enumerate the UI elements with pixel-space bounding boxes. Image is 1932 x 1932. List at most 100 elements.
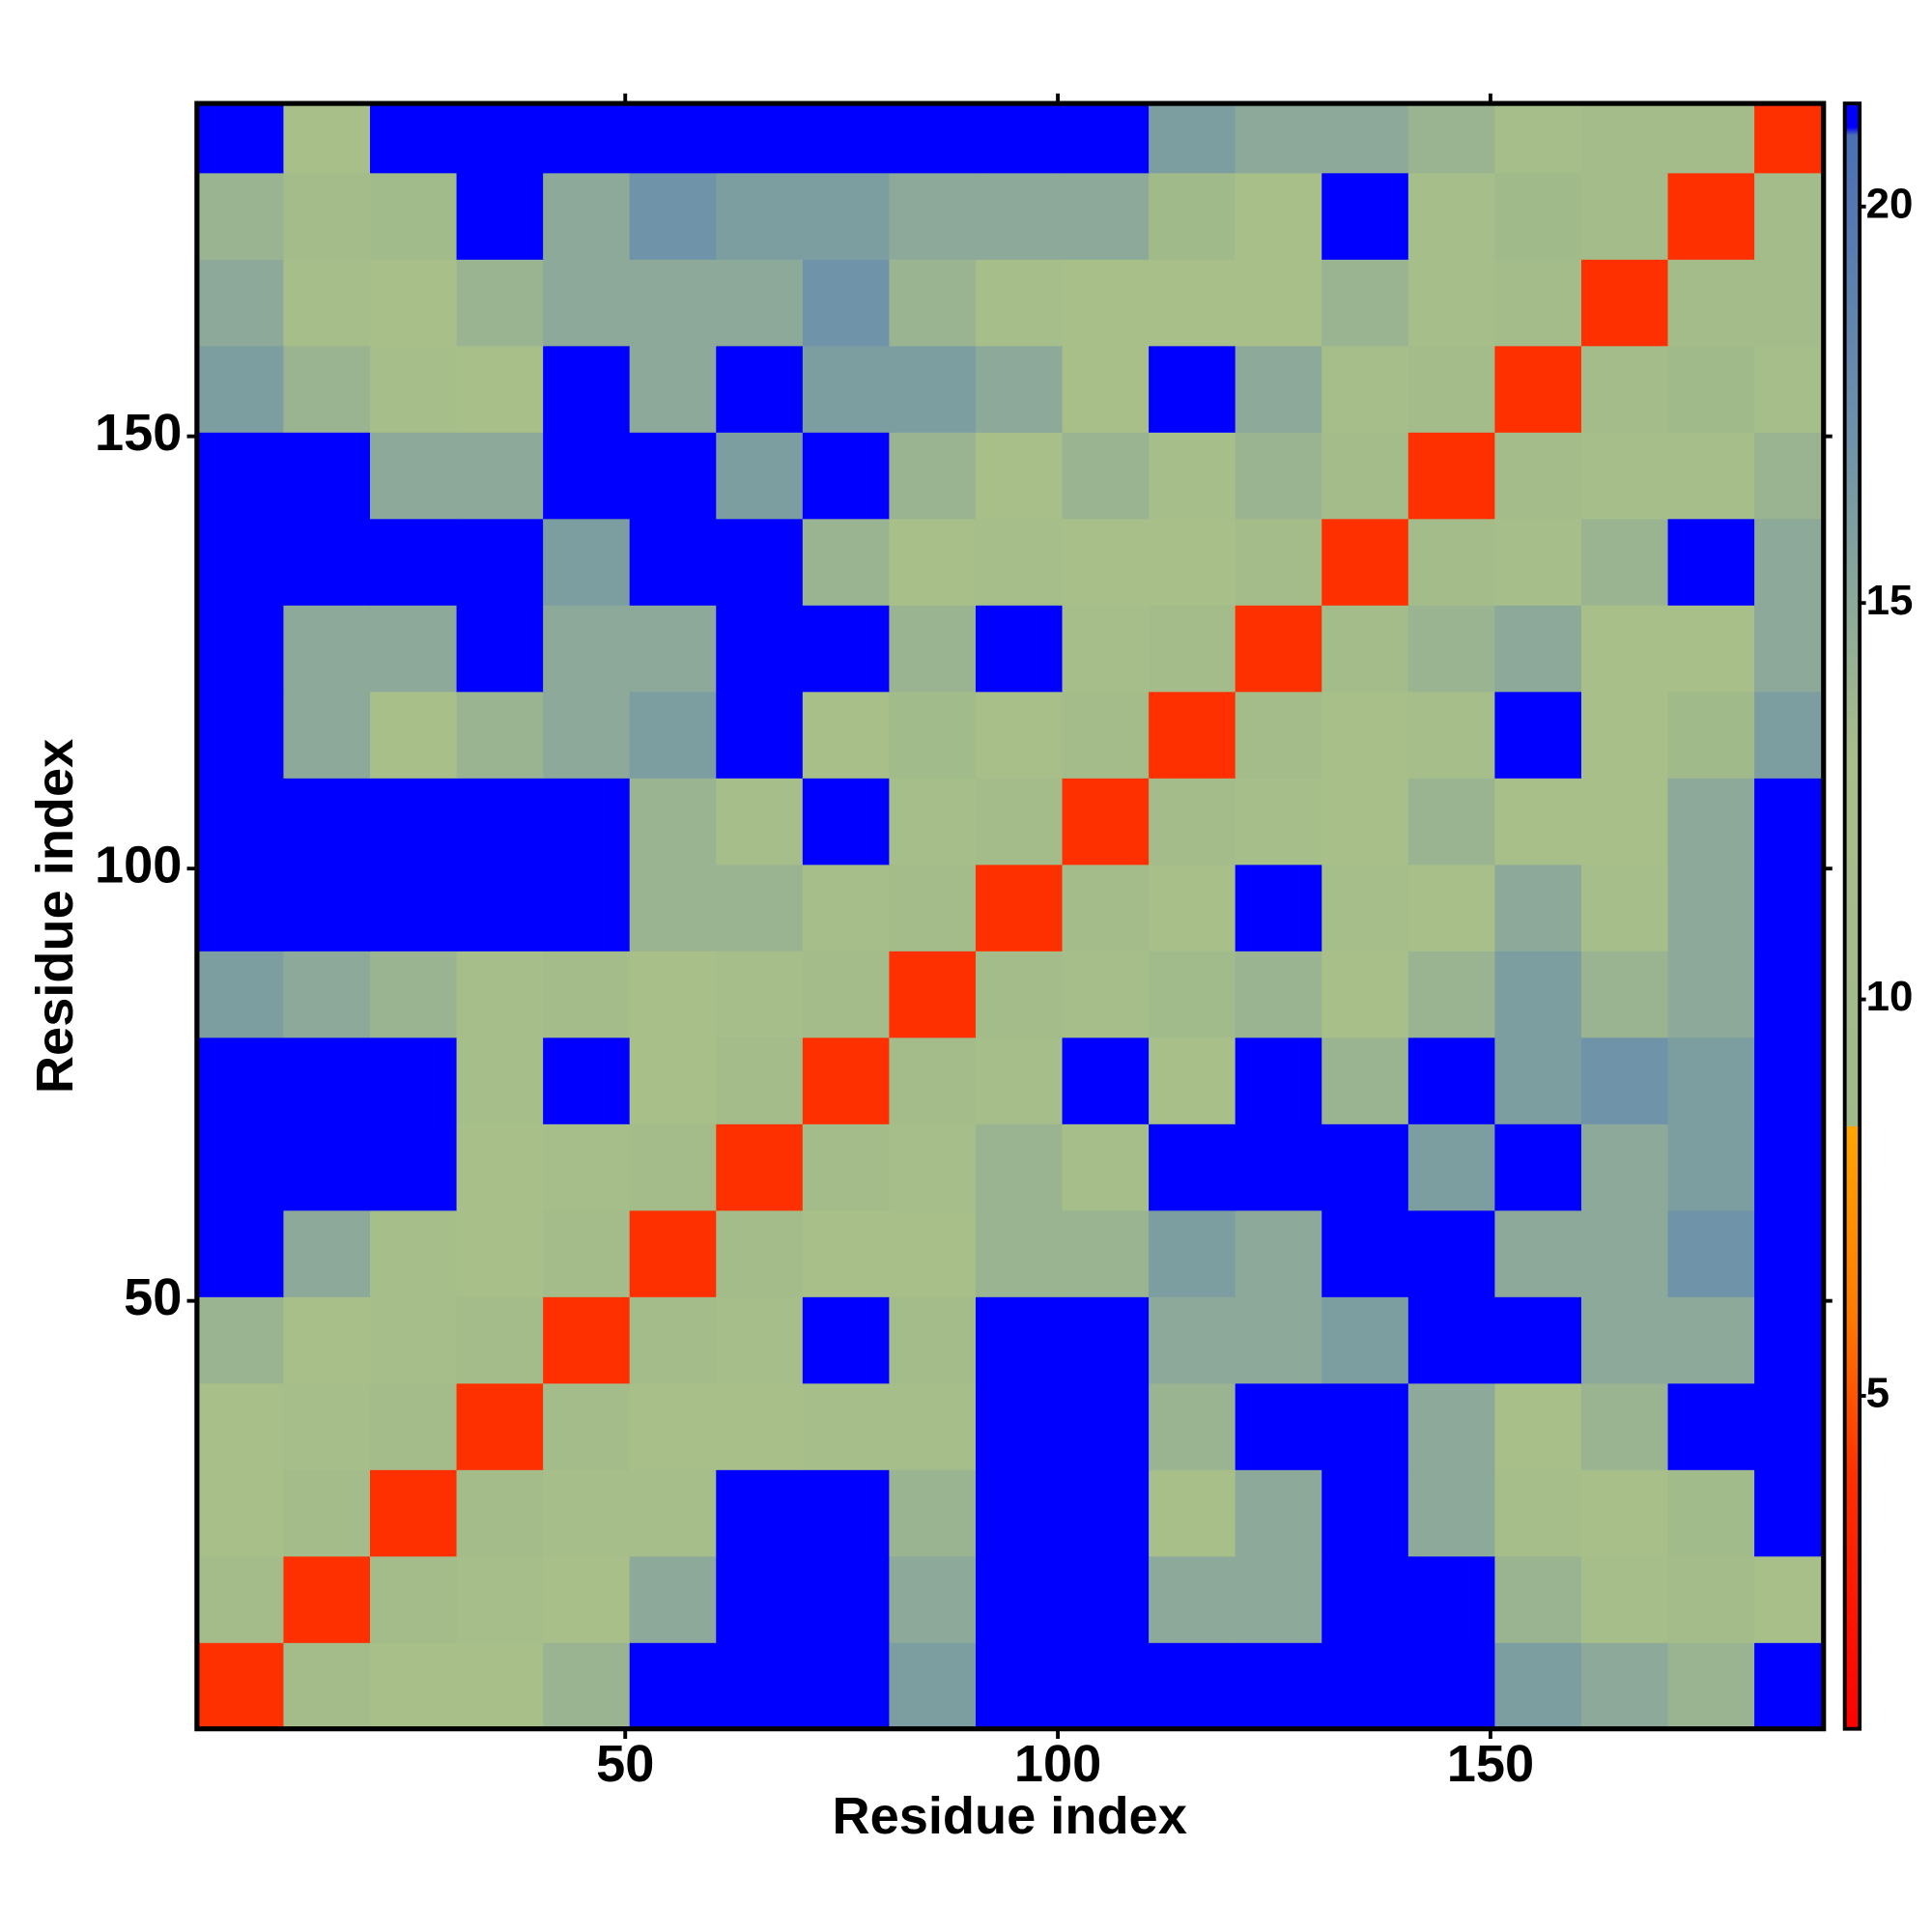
cell [1580,864,1669,952]
cell [456,103,544,174]
cell [889,1123,977,1211]
cell [1754,103,1825,174]
cell [716,1382,804,1470]
cell [1321,1642,1409,1730]
cell [1754,691,1825,779]
cell [283,1037,371,1124]
cell [1235,1555,1322,1643]
cell [889,1382,977,1470]
colorbar-tick-label: 15 [1866,577,1914,624]
cell [1494,1123,1582,1211]
cell [1149,1209,1236,1297]
cell [802,864,891,952]
cell [975,1642,1064,1730]
colorbar-tick-label: 10 [1866,973,1914,1020]
cell [1235,432,1322,520]
cell [802,345,891,433]
cell [629,518,717,606]
cell [716,172,804,260]
cell [1494,691,1582,779]
y-axis-label: Residue index [26,739,84,1094]
cell [196,864,285,952]
cell [802,432,891,520]
cell [1235,778,1322,866]
cell [975,1037,1064,1124]
cell [1321,778,1409,866]
cell [1149,864,1236,952]
cell [1494,1642,1582,1730]
cell [716,951,804,1038]
cell [975,1555,1064,1643]
cell [1494,1469,1582,1557]
colorbar [1842,101,1862,1731]
cell [1407,172,1496,260]
cell [1754,1382,1825,1470]
cell [456,1209,544,1297]
cell [283,778,371,866]
cell [802,1555,891,1643]
cell [889,1037,977,1124]
cell [889,1555,977,1643]
cell [975,864,1064,952]
cell [975,1469,1064,1557]
cell [196,432,285,520]
cell [716,1037,804,1124]
cell [975,259,1064,347]
cell [1407,1296,1496,1384]
cell [629,864,717,952]
cell [1149,432,1236,520]
cell [1235,1382,1322,1470]
cell [802,103,891,174]
cell [1062,345,1150,433]
cell [196,691,285,779]
cell [1754,1037,1825,1124]
cell [1235,1469,1322,1557]
cell [196,951,285,1038]
cell [1754,1469,1825,1557]
cell [456,1555,544,1643]
cell [1667,345,1755,433]
cell [802,1469,891,1557]
cell [1754,1555,1825,1643]
cell [629,605,717,693]
cell [1149,1037,1236,1124]
cell [1062,951,1150,1038]
cell [716,1642,804,1730]
y-tick-label: 100 [95,836,182,894]
cell [1062,518,1150,606]
cell [629,951,717,1038]
cell [370,1469,458,1557]
cell [1667,864,1755,952]
cell [1407,864,1496,952]
cell [1407,1123,1496,1211]
cell [196,345,285,433]
cell [1062,1555,1150,1643]
cell [716,1209,804,1297]
cell [543,951,631,1038]
cell [1580,1555,1669,1643]
cell [1062,1469,1150,1557]
cell [283,1382,371,1470]
cell [1754,864,1825,952]
cell [1321,172,1409,260]
cell [1754,518,1825,606]
cell [1667,605,1755,693]
cell [283,432,371,520]
cell [283,345,371,433]
cell [1321,345,1409,433]
cell [1754,345,1825,433]
plot-frame [194,100,1827,1732]
cell [1754,605,1825,693]
cell [1667,432,1755,520]
cell [370,778,458,866]
cell [716,103,804,174]
cell [1321,1555,1409,1643]
cell [802,518,891,606]
cell [629,345,717,433]
cell [283,605,371,693]
cell [370,951,458,1038]
cell [1062,432,1150,520]
cell [975,1296,1064,1384]
cell [1407,1209,1496,1297]
